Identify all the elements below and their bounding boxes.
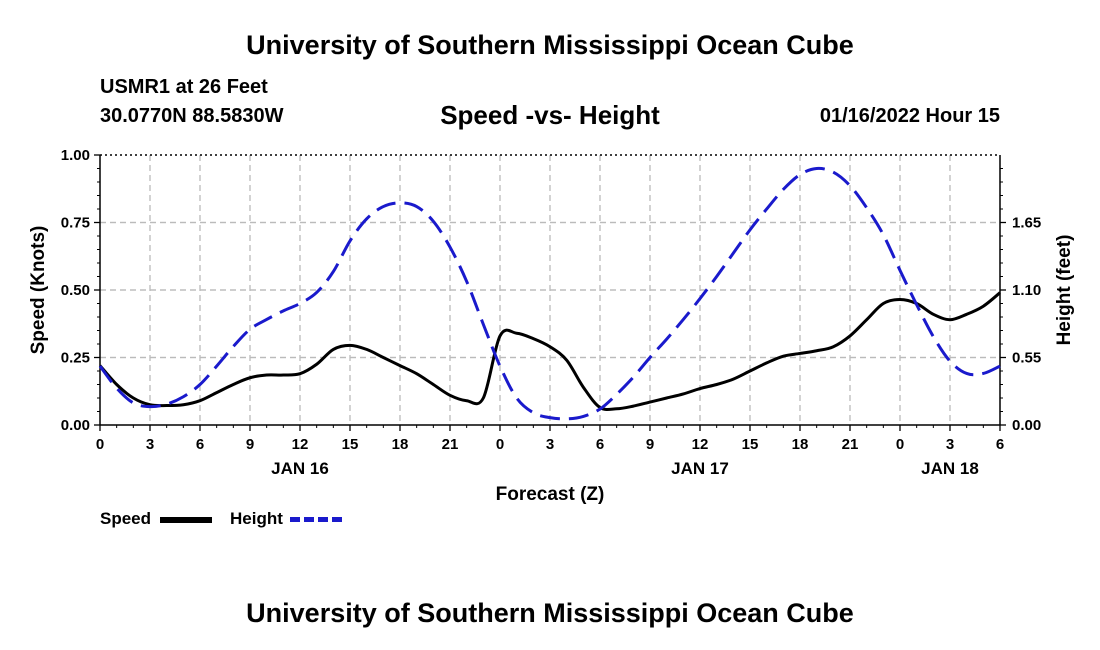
x-tick-label: 15 [742, 436, 759, 453]
x-tick-label: 21 [842, 436, 859, 453]
x-axis-title: Forecast (Z) [496, 484, 605, 505]
x-tick-label: 3 [946, 436, 954, 453]
x-tick-label: 21 [442, 436, 459, 453]
x-tick-label: 15 [342, 436, 359, 453]
legend-height-swatch [290, 517, 342, 522]
x-day-label: JAN 17 [671, 459, 729, 478]
legend-speed-label: Speed [100, 509, 152, 528]
series-line-height [98, 166, 1001, 421]
x-tick-label: 12 [692, 436, 709, 453]
x-tick-label: 6 [196, 436, 204, 453]
x-tick-label: 6 [596, 436, 604, 453]
series-line-speed [98, 291, 1001, 412]
x-tick-label: 0 [96, 436, 104, 453]
x-tick-label: 9 [646, 436, 654, 453]
x-tick-label: 3 [546, 436, 554, 453]
y-tick-label: 0.75 [61, 215, 90, 232]
y2-tick-label: 1.10 [1012, 282, 1041, 299]
chart-footer-title: University of Southern Mississippi Ocean… [246, 598, 854, 628]
chart-main-title: University of Southern Mississippi Ocean… [246, 30, 854, 60]
y-tick-label: 0.50 [61, 282, 90, 299]
y2-tick-label: 0.55 [1012, 350, 1041, 367]
y2-tick-label: 0.00 [1012, 417, 1041, 434]
y-tick-label: 1.00 [61, 147, 90, 164]
y-axis-title: Speed (Knots) [28, 226, 49, 355]
y-tick-label: 0.00 [61, 417, 90, 434]
chart-subtitle: Speed -vs- Height [440, 100, 660, 130]
legend-height-label: Height [230, 509, 283, 528]
x-tick-label: 0 [896, 436, 904, 453]
y-tick-label: 0.25 [61, 350, 90, 367]
x-tick-label: 3 [146, 436, 154, 453]
x-tick-label: 0 [496, 436, 504, 453]
y2-tick-label: 1.65 [1012, 215, 1041, 232]
forecast-datestamp: 01/16/2022 Hour 15 [819, 105, 1000, 127]
station-coordinates: 30.0770N 88.5830W [100, 105, 284, 127]
x-day-label: JAN 18 [921, 459, 979, 478]
x-day-label: JAN 16 [271, 459, 329, 478]
x-tick-label: 9 [246, 436, 254, 453]
x-tick-label: 12 [292, 436, 309, 453]
station-label: USMR1 at 26 Feet [100, 76, 268, 98]
legend-speed-swatch [160, 517, 212, 523]
x-tick-label: 18 [792, 436, 809, 453]
x-tick-label: 18 [392, 436, 409, 453]
y2-axis-title: Height (feet) [1054, 235, 1075, 346]
x-tick-label: 6 [996, 436, 1004, 453]
